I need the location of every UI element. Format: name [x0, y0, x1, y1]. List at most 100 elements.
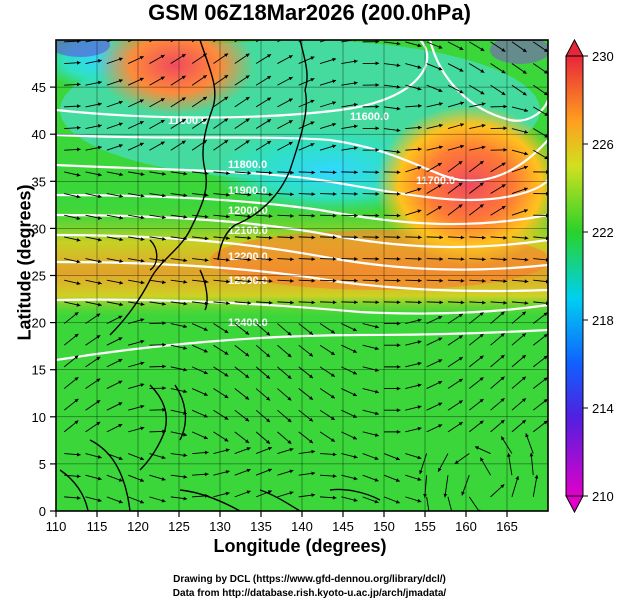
wind-arrow-head — [96, 313, 101, 318]
y-tick-label: 0 — [39, 504, 46, 519]
wind-arrow-head — [525, 433, 529, 438]
wind-arrow-head — [268, 257, 273, 262]
y-tick-label: 40 — [32, 127, 46, 142]
wind-arrow-head — [183, 496, 188, 501]
wind-arrow-head — [524, 130, 529, 134]
wind-arrow-head — [375, 83, 380, 87]
wind-arrow-head — [332, 79, 337, 84]
wind-arrow-head — [479, 160, 484, 165]
wind-arrow-head — [534, 474, 539, 479]
wind-arrow-head — [438, 424, 443, 428]
wind-arrow-head — [119, 259, 124, 263]
wind-arrow-head — [203, 435, 208, 440]
wind-arrow-head — [162, 407, 166, 412]
wind-arrow-head — [226, 257, 230, 262]
wind-arrow-head — [245, 330, 250, 335]
wind-arrow-head — [74, 312, 79, 316]
wind-arrow-head — [74, 398, 79, 403]
wind-arrow-head — [352, 435, 357, 440]
wind-arrow-shaft — [507, 453, 513, 476]
wind-arrow-head — [374, 389, 379, 394]
wind-arrow-head — [332, 257, 337, 261]
wind-arrow-head — [374, 456, 379, 460]
wind-arrow-head — [119, 237, 124, 242]
colorbar-label: 222 — [592, 225, 614, 240]
wind-arrow-head — [140, 318, 145, 322]
wind-arrow-head — [501, 91, 506, 95]
wind-arrow-head — [438, 102, 443, 106]
wind-arrow-head — [288, 76, 293, 81]
wind-arrow-head — [74, 355, 79, 360]
x-tick-label: 120 — [127, 519, 149, 534]
wind-arrow-shaft — [525, 433, 534, 454]
wind-arrow-head — [396, 386, 401, 391]
wind-arrow-head — [459, 68, 464, 72]
wind-arrow-head — [225, 470, 230, 474]
wind-arrow-head — [287, 375, 292, 379]
wind-arrow-head — [118, 359, 123, 363]
wind-arrow-head — [268, 300, 273, 305]
wind-arrow-head — [395, 456, 400, 461]
wind-arrow-head — [417, 405, 422, 409]
wind-arrow-head — [119, 215, 124, 220]
wind-arrow-head — [140, 258, 145, 263]
wind-arrow-shaft — [532, 474, 538, 497]
contour-label: 11600.0 — [350, 111, 389, 123]
wind-arrow-head — [395, 478, 400, 482]
wind-arrow-head — [417, 65, 422, 69]
wind-arrow-head — [289, 469, 294, 474]
wind-arrow-head — [224, 329, 229, 334]
wind-arrow-head — [225, 491, 230, 496]
wind-arrow-head — [352, 392, 357, 397]
wind-arrow-head — [482, 257, 486, 262]
wind-arrow-head — [310, 78, 315, 82]
wind-arrow-head — [246, 32, 250, 36]
wind-arrow-head — [544, 112, 548, 116]
wind-arrow-head — [309, 417, 313, 422]
wind-arrow-head — [439, 257, 444, 261]
wind-arrow-head — [162, 171, 166, 176]
wind-arrow-head — [247, 171, 252, 175]
wind-arrow-head — [118, 380, 123, 385]
wind-arrow-head — [309, 396, 313, 400]
wind-arrow-head — [97, 59, 102, 63]
wind-arrow-head — [162, 342, 166, 347]
wind-arrow-head — [226, 171, 230, 176]
y-tick-label: 45 — [32, 80, 46, 95]
wind-arrow-head — [139, 499, 144, 504]
wind-arrow-head — [451, 514, 455, 518]
wind-arrow-head — [438, 66, 443, 71]
wind-arrow-head — [458, 422, 463, 426]
wind-arrow-head — [543, 399, 548, 403]
wind-arrow-head — [396, 408, 401, 413]
wind-arrow-head — [375, 235, 380, 240]
wind-arrow-head — [139, 478, 144, 482]
wind-arrow-head — [247, 236, 252, 240]
wind-arrow-head — [139, 456, 144, 461]
wind-arrow-head — [500, 354, 505, 359]
wind-arrow-head — [162, 364, 166, 369]
wind-arrow-head — [419, 470, 423, 475]
wind-arrow-head — [352, 327, 357, 332]
wind-arrow-head — [438, 359, 443, 363]
wind-arrow-head — [396, 256, 401, 261]
wind-arrow-head — [418, 125, 422, 130]
wind-arrow-head — [524, 108, 529, 113]
wind-arrow-head — [332, 122, 337, 127]
wind-arrow-head — [97, 124, 102, 128]
wind-arrow-head — [460, 235, 465, 240]
wind-arrow-head — [266, 375, 271, 379]
wind-arrow-head — [76, 60, 81, 65]
wind-arrow-head — [543, 91, 548, 96]
wind-arrow-head — [454, 460, 459, 464]
wind-arrow-head — [482, 300, 486, 305]
wind-arrow-head — [76, 237, 81, 242]
wind-arrow-head — [76, 281, 81, 286]
wind-streamlines — [63, 32, 548, 518]
wind-arrow-head — [500, 398, 505, 403]
colorbar: 210 214 218 222 226 230 — [565, 38, 614, 514]
wind-arrow-head — [501, 162, 506, 167]
wind-arrow-head — [354, 170, 358, 175]
wind-arrow-head — [76, 259, 81, 264]
wind-arrow-head — [268, 235, 273, 240]
